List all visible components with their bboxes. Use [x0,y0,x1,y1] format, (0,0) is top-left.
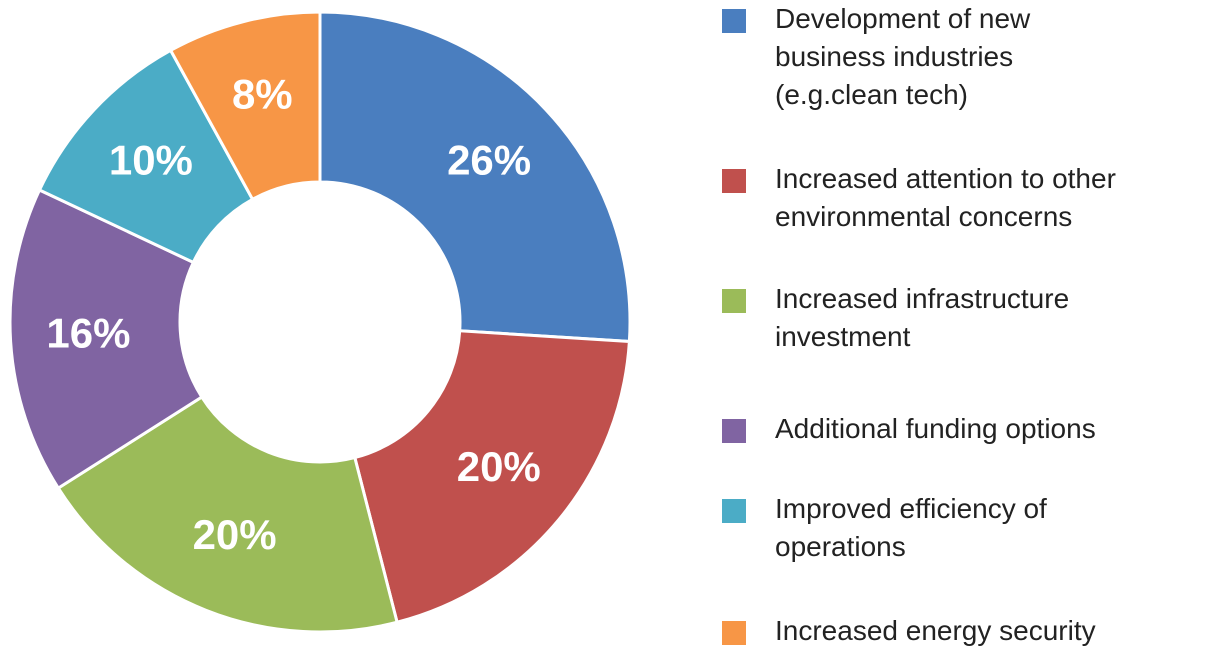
slice-label: 16% [46,310,130,357]
legend-label: Increased attention to other environment… [775,163,1116,232]
slice-label: 20% [193,511,277,558]
legend-swatch [722,289,746,313]
slice-label: 8% [232,70,293,117]
legend-label: Increased energy security [775,615,1096,646]
slice [56,394,399,634]
slice-label: 26% [447,136,531,183]
legend-label: Additional funding options [775,413,1096,444]
legend-label: Improved efficiency of operations [775,493,1047,562]
slice [318,10,632,344]
slice [168,10,322,202]
slice-label: 10% [109,136,193,183]
legend-label: Increased infrastructure investment [775,283,1070,352]
legend-swatch [722,419,746,443]
slice-label: 20% [457,443,541,490]
slice [8,188,204,491]
legend-swatch [722,499,746,523]
legend-swatch [722,9,746,33]
slice [352,329,631,625]
donut: 26% 20% 20% 16% 10% 8% [8,10,632,634]
legend-swatch [722,169,746,193]
legend-label: Development of new business industries (… [775,3,1031,110]
legend-swatch [722,621,746,645]
